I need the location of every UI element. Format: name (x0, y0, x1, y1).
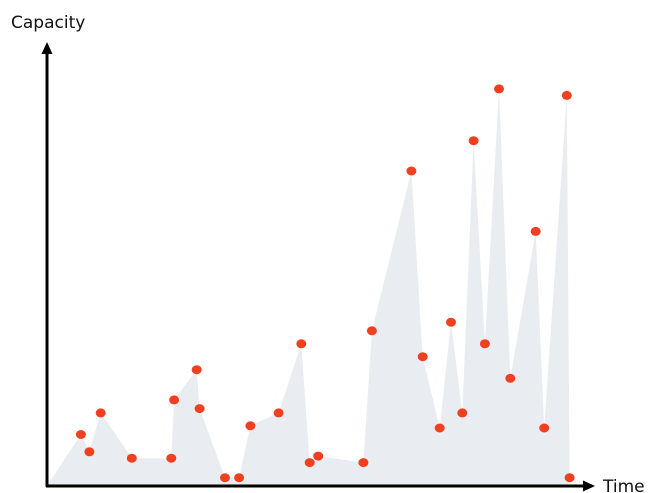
x-axis-label: Time (602, 477, 645, 493)
data-point-24 (479, 339, 490, 349)
axes (41, 42, 595, 492)
data-point-15 (313, 451, 324, 461)
data-point-22 (457, 408, 468, 418)
data-point-3 (95, 408, 106, 418)
data-points (75, 84, 575, 483)
data-point-25 (494, 84, 504, 94)
data-point-10 (234, 473, 245, 483)
data-point-27 (530, 226, 541, 236)
data-point-26 (505, 373, 516, 383)
y-axis-label: Capacity (11, 13, 85, 33)
data-point-13 (296, 339, 307, 349)
data-point-7 (191, 365, 202, 375)
data-point-12 (273, 408, 284, 418)
data-point-23 (468, 136, 479, 146)
data-point-28 (539, 423, 550, 433)
data-point-8 (194, 404, 205, 414)
data-point-30 (564, 473, 575, 483)
data-point-17 (366, 326, 377, 336)
y-axis-arrowhead (41, 42, 53, 54)
area-layer (47, 88, 570, 487)
data-point-14 (304, 458, 315, 468)
data-point-19 (417, 352, 428, 362)
data-point-4 (126, 453, 137, 463)
x-axis-arrowhead (583, 480, 595, 492)
data-point-6 (169, 395, 180, 405)
series-area (47, 88, 570, 487)
data-point-18 (406, 166, 417, 176)
data-point-16 (358, 458, 369, 468)
data-point-2 (84, 447, 95, 457)
data-point-29 (561, 90, 572, 100)
data-point-5 (166, 453, 177, 463)
data-point-20 (434, 423, 445, 433)
data-point-11 (245, 421, 256, 431)
data-point-21 (446, 317, 456, 327)
data-point-1 (75, 430, 86, 439)
data-point-9 (220, 473, 230, 483)
